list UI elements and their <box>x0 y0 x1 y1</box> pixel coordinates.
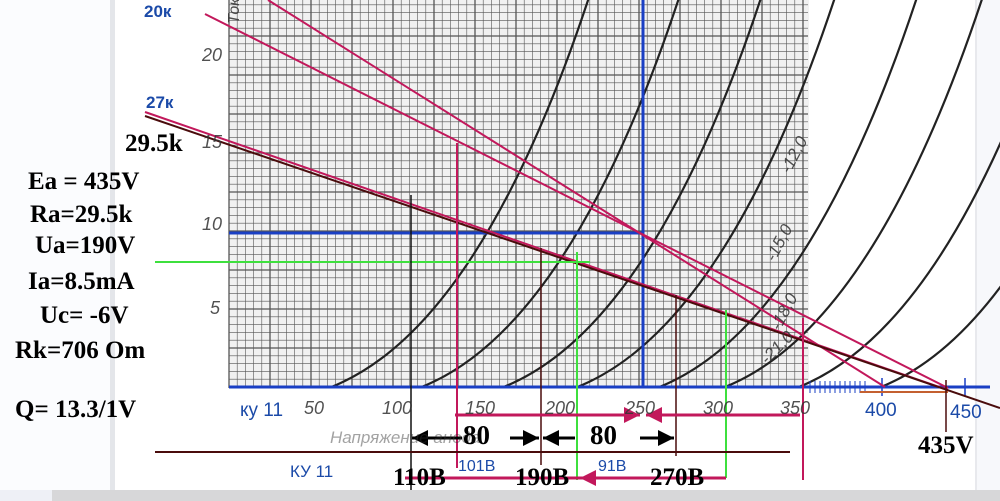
black-arrow-head <box>412 430 428 446</box>
load-line-label-29-5k: 29.5k <box>125 130 183 157</box>
characteristic-curve <box>576 0 836 389</box>
load-line-label-20k: 20к <box>144 2 172 21</box>
left-panel <box>0 0 112 490</box>
characteristic-curve <box>330 0 590 389</box>
x-tick: 350 <box>780 398 811 418</box>
param-uc: Uc= -6V <box>40 302 129 329</box>
param-q: Q= 13.3/1V <box>15 396 137 423</box>
grid-background <box>229 0 809 388</box>
black-arrow-head <box>543 430 559 446</box>
param-ea: Ea = 435V <box>28 168 140 195</box>
x-tick: 100 <box>382 398 413 418</box>
y-tick: 10 <box>202 214 223 234</box>
bottom-bar-segment <box>0 490 52 501</box>
y-axis-label: Ток <box>225 0 243 24</box>
param-ia: Ia=8.5mA <box>28 268 135 295</box>
x-tick: 250 <box>625 398 656 418</box>
y-tick: 5 <box>210 298 221 318</box>
load-line-label-27k: 27к <box>146 93 174 112</box>
swing-label: 80 <box>463 420 490 450</box>
voltage-mark-blue: 91В <box>598 458 627 475</box>
x-tick: 300 <box>703 398 734 418</box>
voltage-mark: 110В <box>393 464 446 491</box>
characteristic-curve <box>724 0 983 389</box>
y-tick: 20 <box>202 45 223 65</box>
supply-voltage-label: 435V <box>918 432 974 459</box>
black-arrow-head <box>658 430 674 446</box>
x-tick: 200 <box>545 398 576 418</box>
x-axis-label: Напряжение анода <box>330 428 481 447</box>
x-tick: 400 <box>865 400 897 421</box>
characteristic-curve <box>798 141 1000 389</box>
characteristic-curve <box>658 0 918 389</box>
bottom-bar <box>0 490 1000 501</box>
x-tick: 150 <box>465 398 496 418</box>
swing-label: 80 <box>590 420 617 450</box>
param-ra: Ra=29.5k <box>30 201 133 228</box>
param-ua: Ua=190V <box>35 232 136 259</box>
red-arrow-head <box>624 407 640 423</box>
red-arrow-head <box>580 470 596 486</box>
x-tick: 50 <box>304 398 325 418</box>
x-tick: 450 <box>950 402 982 423</box>
panel-divider <box>110 0 115 490</box>
right-panel <box>975 0 1000 490</box>
y-tick: 15 <box>202 132 223 152</box>
red-arrow-head <box>646 407 662 423</box>
voltage-mark: 190В <box>515 464 570 491</box>
tube-label: ку 11 <box>240 400 284 421</box>
black-arrow-head <box>523 430 539 446</box>
voltage-mark: 270В <box>650 464 705 491</box>
param-rk: Rk=706 Om <box>15 337 146 364</box>
characteristic-curve <box>880 285 1000 389</box>
voltage-mark-blue: 101В <box>458 458 496 475</box>
tube-label: КУ 11 <box>290 462 334 481</box>
load-line-20k <box>204 13 949 389</box>
load-line <box>267 0 886 388</box>
